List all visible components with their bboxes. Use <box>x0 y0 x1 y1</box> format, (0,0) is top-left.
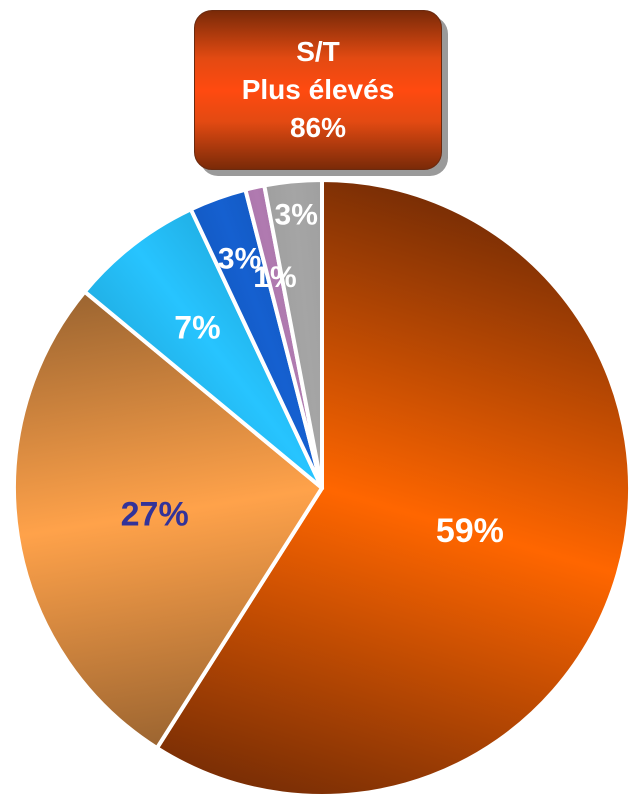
pie-label-3pct: 3% <box>275 199 318 232</box>
pie-label-27pct: 27% <box>121 496 189 534</box>
pie-label-59pct: 59% <box>436 512 504 550</box>
callout-line-1: S/T <box>296 36 340 67</box>
pie-labels: 59%27%7%3%1%3% <box>121 199 504 550</box>
pie-slice-7pct <box>82 207 324 490</box>
pie-label-3pct: 3% <box>218 243 261 276</box>
pie-slices <box>12 178 629 796</box>
callout-line-3: 86% <box>289 112 347 143</box>
pie-label-7pct: 7% <box>174 309 220 345</box>
pie-label-1pct: 1% <box>253 261 296 294</box>
callout-box: S/T Plus élevés 86% <box>194 10 442 170</box>
pie-slice-3pct <box>262 178 324 490</box>
pie-slice-27pct <box>12 289 324 751</box>
callout-line-2: Plus élevés <box>241 74 395 105</box>
